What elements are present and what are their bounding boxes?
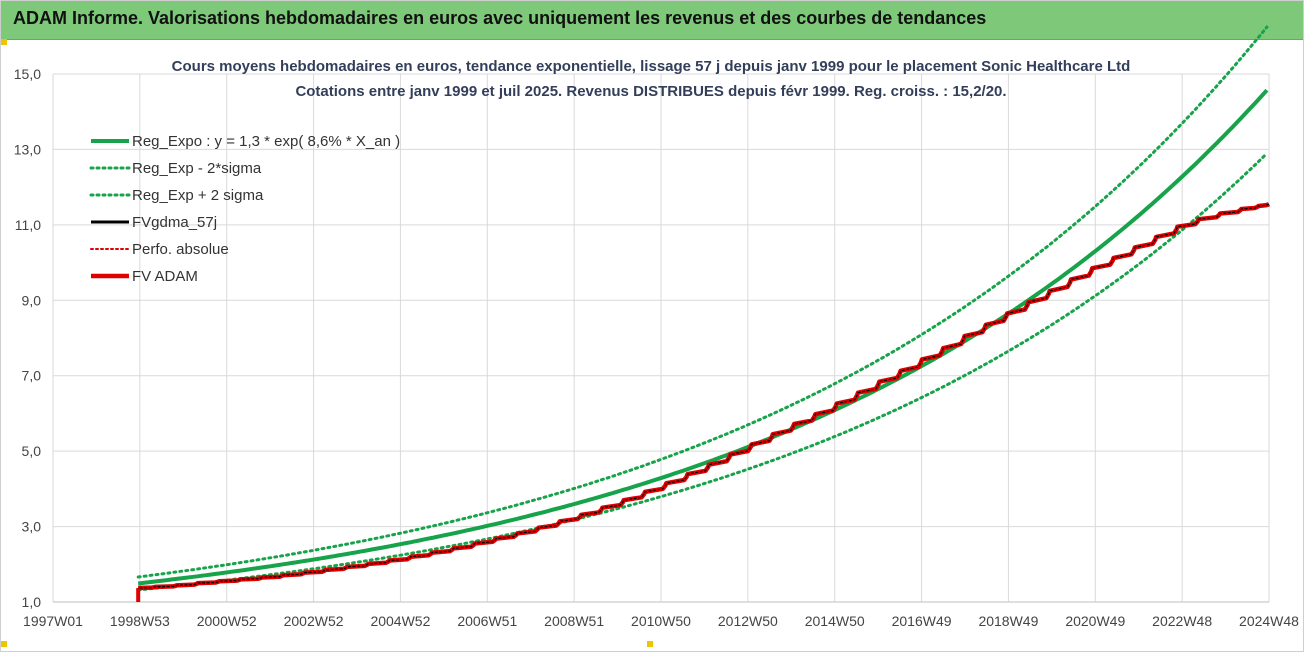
y-tick-label: 9,0 xyxy=(22,292,42,308)
x-tick-label: 2004W52 xyxy=(370,613,430,629)
legend-label: FVgdma_57j xyxy=(132,214,217,231)
series-layer xyxy=(136,25,1271,602)
x-tick-label: 2014W50 xyxy=(805,613,865,629)
x-axis-tick-labels: 1997W01 1998W53 2000W52 2002W52 2004W52 2006W… xyxy=(23,613,1299,629)
series-reg-exp-plus-2-sigma xyxy=(136,25,1269,579)
legend-label: Reg_Exp - 2*sigma xyxy=(132,160,262,177)
legend-label: Perfo. absolue xyxy=(132,241,229,258)
banner: ADAM Informe. Valorisations hebdomadaire… xyxy=(1,1,1303,40)
series-reg-expo xyxy=(137,88,1269,586)
x-tick-label: 2020W49 xyxy=(1065,613,1125,629)
x-tick-label: 1998W53 xyxy=(110,613,170,629)
corner-marker xyxy=(647,641,653,647)
x-tick-label: 2008W51 xyxy=(544,613,604,629)
x-tick-label: 2022W48 xyxy=(1152,613,1212,629)
chart-legend: Reg_Expo : y = 1,3 * exp( 8,6% * X_an ) R… xyxy=(89,133,400,285)
x-tick-label: 2000W52 xyxy=(197,613,257,629)
y-tick-label: 15,0 xyxy=(14,66,41,82)
y-tick-label: 1,0 xyxy=(22,594,42,610)
series-reg-exp-minus-2-sigma xyxy=(136,151,1269,592)
series-fv-adam xyxy=(138,202,1271,591)
y-tick-label: 13,0 xyxy=(14,141,41,157)
x-tick-label: 2012W50 xyxy=(718,613,778,629)
y-tick-label: 11,0 xyxy=(15,217,41,233)
chart-grid xyxy=(52,73,1270,603)
x-tick-label: 2016W49 xyxy=(892,613,952,629)
chart-title-line-2: Cotations entre janv 1999 et juil 2025. … xyxy=(295,83,1006,100)
banner-title: ADAM Informe. Valorisations hebdomadaire… xyxy=(13,8,987,28)
legend-label: Reg_Exp + 2 sigma xyxy=(132,187,264,204)
series-perfo-absolue xyxy=(138,203,1270,589)
y-axis-tick-labels: 1,0 3,0 5,0 7,0 9,0 11,0 13,0 15,0 xyxy=(14,66,41,610)
x-tick-label: 1997W01 xyxy=(23,613,83,629)
legend-label: Reg_Expo : y = 1,3 * exp( 8,6% * X_an ) xyxy=(132,133,400,150)
y-tick-label: 7,0 xyxy=(22,368,42,384)
x-tick-label: 2006W51 xyxy=(457,613,517,629)
corner-marker xyxy=(1,39,7,45)
series-fvgdma-57j xyxy=(138,203,1270,589)
legend-label: FV ADAM xyxy=(132,268,198,285)
x-tick-label: 2024W48 xyxy=(1239,613,1299,629)
x-tick-label: 2002W52 xyxy=(284,613,344,629)
x-tick-label: 2018W49 xyxy=(978,613,1038,629)
y-tick-label: 3,0 xyxy=(22,519,42,535)
corner-marker xyxy=(1,641,7,647)
x-tick-label: 2010W50 xyxy=(631,613,691,629)
chart-title-line-1: Cours moyens hebdomadaires en euros, ten… xyxy=(172,58,1131,75)
y-tick-label: 5,0 xyxy=(22,443,42,459)
